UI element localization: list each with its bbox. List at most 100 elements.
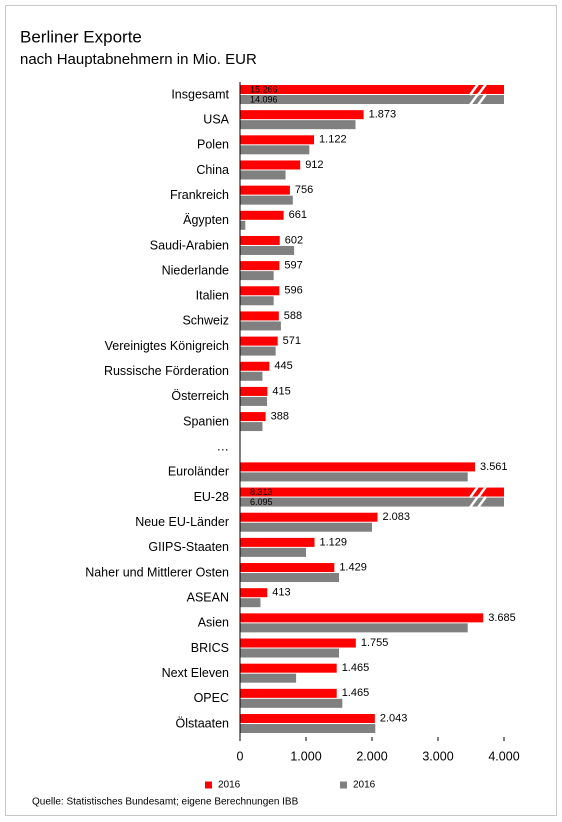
bar [240, 537, 315, 547]
data-label: 597 [284, 260, 302, 272]
y-tick-label: USA [203, 112, 229, 126]
bar [240, 271, 274, 281]
bar [240, 563, 335, 573]
bar [240, 724, 376, 733]
y-tick-label: EU-28 [194, 490, 229, 504]
bar [240, 145, 310, 155]
bar [240, 95, 504, 104]
bar [240, 120, 356, 130]
bar [240, 220, 246, 230]
data-label: 756 [295, 184, 313, 196]
y-tick-label: Neue EU-Länder [135, 515, 229, 529]
y-tick-label: Asien [198, 616, 229, 630]
legend-swatch [205, 781, 212, 789]
bar [240, 547, 306, 557]
data-label: 3.561 [480, 461, 508, 473]
bar [240, 336, 278, 346]
y-tick-label: Ägypten [183, 213, 229, 227]
legend-label: 2016 [353, 780, 376, 791]
bar [240, 598, 261, 608]
bar [240, 361, 270, 371]
legend-swatch [340, 781, 347, 789]
y-tick-label: ASEAN [187, 590, 229, 604]
bar [240, 638, 356, 648]
axis-break [476, 495, 488, 509]
bar [240, 688, 337, 698]
bar [240, 110, 364, 120]
axis-break [468, 495, 480, 509]
bar [240, 648, 339, 658]
source: Quelle: Statistisches Bundesamt; eigene … [32, 797, 299, 808]
y-tick-label: BRICS [191, 641, 229, 655]
bar [240, 235, 280, 245]
bar [240, 422, 263, 432]
data-label: 1.429 [339, 561, 367, 573]
axis-break [468, 485, 480, 499]
bar [240, 472, 468, 482]
bar [240, 497, 504, 507]
bar [240, 346, 276, 356]
data-label: 1.873 [369, 109, 397, 121]
bar [240, 296, 274, 306]
data-label: 1.465 [342, 662, 370, 674]
bar [240, 160, 301, 170]
y-tick-label: Naher und Mittlerer Osten [85, 565, 229, 579]
data-label: 8.313 [250, 487, 273, 497]
bar [240, 386, 268, 396]
bar [240, 261, 280, 271]
bar [240, 412, 266, 422]
x-tick-label: 3.000 [422, 749, 453, 763]
legend-label: 2016 [218, 780, 241, 791]
data-label: 415 [272, 385, 290, 397]
data-label: 1.122 [319, 134, 347, 146]
bar [240, 522, 372, 532]
chart-subtitle: nach Hauptabnehmern in Mio. EUR [20, 51, 257, 68]
data-label: 2.043 [380, 712, 408, 724]
bar [240, 487, 504, 497]
y-tick-label: GIIPS-Staaten [148, 540, 229, 554]
data-label: 445 [274, 360, 292, 372]
data-label: 912 [305, 159, 323, 171]
data-label: 661 [289, 209, 307, 221]
y-tick-label: Niederlande [162, 263, 229, 277]
data-label: 413 [272, 587, 290, 599]
bar [240, 714, 375, 723]
data-label: 6.095 [250, 497, 273, 507]
data-label: 388 [271, 410, 289, 422]
bar [240, 210, 284, 220]
bar [240, 462, 476, 472]
y-tick-label: … [217, 440, 230, 454]
y-tick-label: Insgesamt [171, 87, 229, 101]
bar [240, 286, 280, 296]
bar [240, 573, 339, 583]
y-tick-label: Russische Förderation [104, 364, 229, 378]
x-tick-label: 1.000 [290, 749, 321, 763]
data-label: 1.465 [342, 687, 370, 699]
data-label: 14.096 [250, 94, 278, 104]
axis-break [476, 83, 488, 96]
bar [240, 613, 484, 623]
y-tick-label: Italien [196, 289, 229, 303]
data-label: 3.685 [488, 612, 516, 624]
data-label: 602 [285, 234, 303, 246]
y-tick-label: OPEC [194, 691, 229, 705]
y-tick-label: Saudi-Arabien [150, 238, 229, 252]
y-tick-label: Schweiz [182, 314, 229, 328]
bar [240, 663, 337, 673]
bar [240, 185, 290, 195]
axis-break [468, 93, 480, 106]
y-tick-label: Spanien [183, 414, 229, 428]
bar [240, 195, 293, 205]
bar [240, 311, 279, 321]
data-label: 571 [283, 335, 301, 347]
frame [5, 5, 557, 816]
y-tick-label: Euroländer [168, 465, 229, 479]
bar [240, 321, 281, 331]
chart-title: Berliner Exporte [20, 27, 142, 46]
data-label: 1.755 [361, 637, 389, 649]
x-tick-label: 4.000 [488, 749, 519, 763]
y-tick-label: Vereinigtes Königreich [105, 339, 229, 353]
x-tick-label: 0 [237, 749, 244, 763]
bar [240, 135, 315, 145]
